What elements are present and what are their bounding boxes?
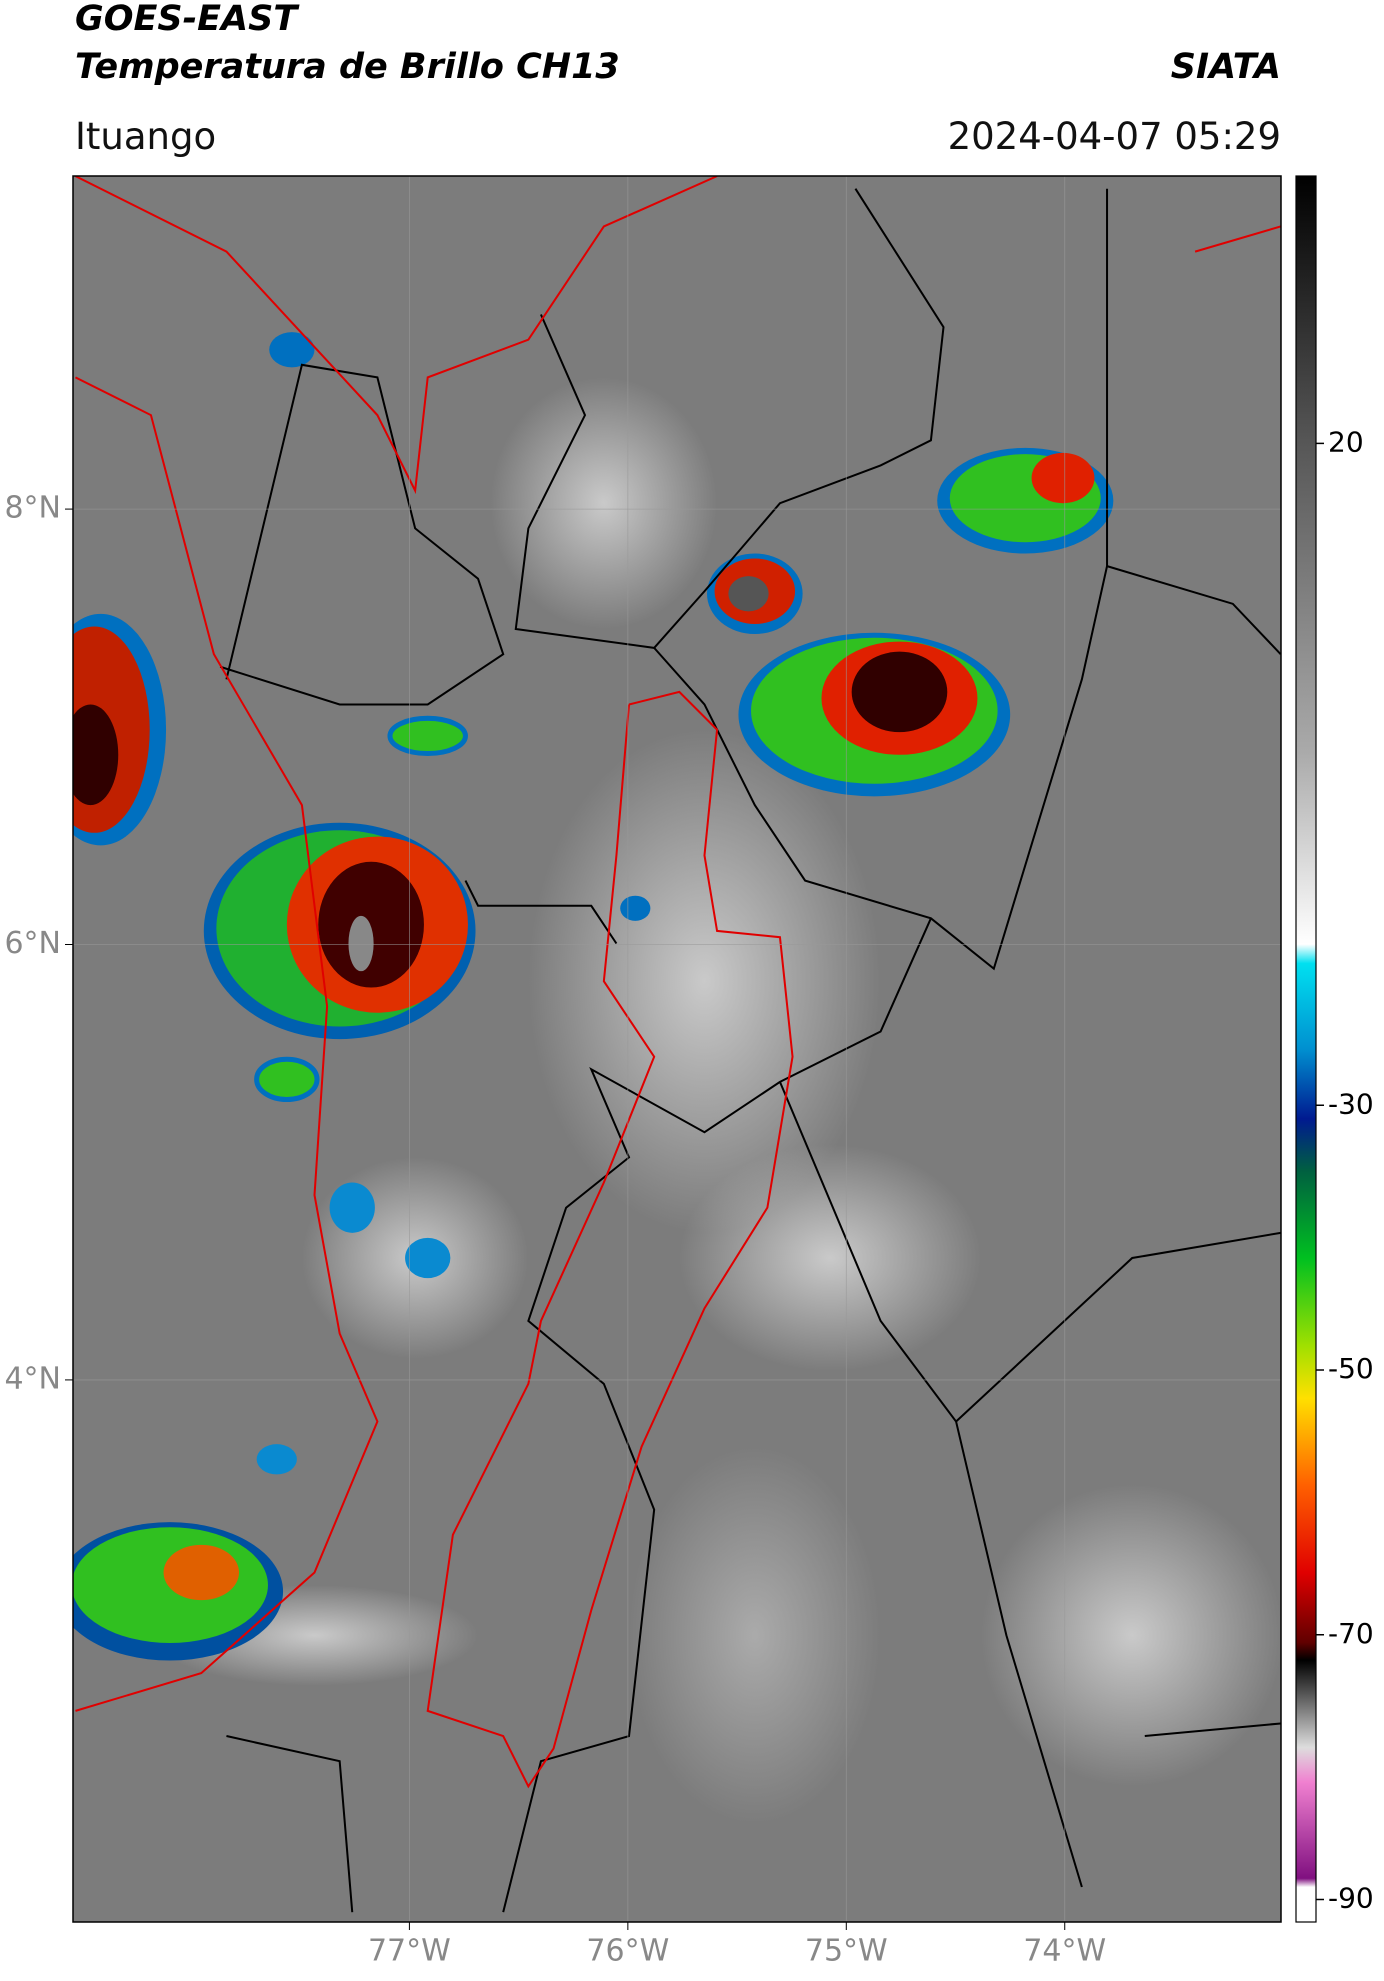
y-tick-label: 4°N	[4, 1361, 61, 1396]
colorbar-tick-label: -70	[1328, 1617, 1374, 1650]
colorbar	[1295, 175, 1317, 1923]
cloud-small	[706, 553, 803, 635]
grid	[73, 176, 1281, 1922]
satellite-image	[73, 176, 1281, 1922]
cloud-northeast	[738, 632, 1011, 797]
cloud-southwest	[73, 1522, 284, 1661]
cloud-east	[937, 447, 1114, 554]
colorbar-tick-label: -30	[1328, 1087, 1374, 1120]
map-frame	[72, 175, 1282, 1923]
colorbar-tick-label: -50	[1328, 1352, 1374, 1385]
colorbar-tick-label: -90	[1328, 1881, 1374, 1914]
title: GOES-EAST	[75, 0, 300, 39]
x-tick-label: 74°W	[1023, 1934, 1106, 1969]
y-tick-label: 8°N	[4, 491, 61, 526]
cloud-west	[73, 613, 167, 846]
cloud-big	[203, 822, 476, 1040]
x-tick-label: 76°W	[586, 1934, 669, 1969]
organization: SIATA	[1171, 47, 1281, 87]
x-tick-label: 77°W	[368, 1934, 451, 1969]
y-tick-label: 6°N	[4, 926, 61, 961]
timestamp: 2024-04-07 05:29	[948, 115, 1281, 158]
subtitle: Temperatura de Brillo CH13	[75, 47, 620, 87]
x-tick-label: 75°W	[805, 1934, 888, 1969]
place: Ituango	[75, 115, 216, 158]
colorbar-tick-label: 20	[1328, 425, 1364, 458]
